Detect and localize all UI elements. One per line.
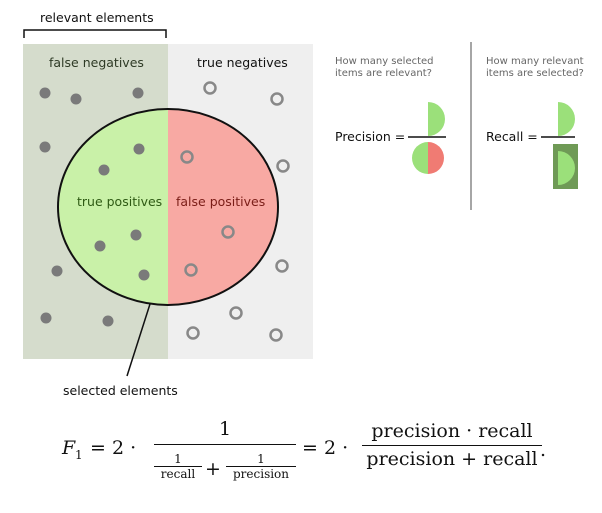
precision-denominator-right [428, 142, 444, 174]
f1-numerator-one: 1 [218, 418, 232, 440]
pr-fraction: precision · recall precision + recall [362, 420, 542, 470]
f1-equals-two: = 2 · [90, 437, 137, 459]
selected-pointer-line [126, 303, 151, 377]
true-negatives-label: true negatives [197, 55, 288, 70]
dot [130, 229, 142, 241]
pr-denominator: precision + recall [366, 448, 538, 470]
ring [186, 326, 200, 340]
pr-numerator: precision · recall [371, 420, 533, 442]
true-positives-label: true positives [77, 194, 163, 209]
dot [94, 240, 106, 252]
ring [276, 159, 290, 173]
recall-denominator-halfdisc [558, 151, 575, 185]
recall-question: How many relevant items are selected? [486, 56, 584, 79]
f1-fraction-bar [154, 444, 296, 445]
f1-harmonic-fraction: 1 [154, 418, 296, 445]
selected-elements-label: selected elements [63, 383, 178, 398]
ring [270, 92, 284, 106]
selected-ellipse-left [58, 109, 168, 305]
selected-ellipse-right [168, 109, 278, 305]
dot [70, 93, 82, 105]
dot [102, 315, 114, 327]
dot [39, 87, 51, 99]
dot [51, 265, 63, 277]
dot [133, 143, 145, 155]
ring [229, 306, 243, 320]
pr-fraction-bar [362, 445, 542, 446]
ring [203, 81, 217, 95]
false-negatives-label: false negatives [49, 55, 144, 70]
inverse-precision-denominator: precision [232, 467, 290, 481]
f1-formula: F 1 = 2 · 1 1 recall + 1 precision = 2 ·… [62, 412, 562, 502]
inverse-recall-denominator: recall [160, 467, 196, 481]
precision-numerator-halfdisc [428, 102, 445, 136]
precision-denominator-left [412, 142, 428, 174]
precision-question: How many selected items are relevant? [335, 56, 434, 79]
ring [269, 328, 283, 342]
f1-subscript: 1 [75, 448, 83, 462]
f1-symbol: F [62, 437, 76, 459]
ring [180, 150, 194, 164]
inverse-recall-bar [154, 466, 202, 467]
recall-numerator-halfdisc [558, 102, 575, 136]
recall-label: Recall = [486, 129, 538, 144]
inverse-precision-bar [226, 466, 296, 467]
inverse-precision-fraction: 1 precision [226, 452, 296, 481]
dot [39, 141, 51, 153]
ring [184, 263, 198, 277]
dot [98, 164, 110, 176]
dot [132, 87, 144, 99]
plus-sign: + [205, 458, 221, 480]
relevant-dots [39, 87, 150, 327]
irrelevant-rings [180, 81, 290, 342]
inverse-precision-numerator: 1 [257, 452, 265, 466]
dot [138, 269, 150, 281]
selected-ellipse-outline [57, 108, 279, 306]
formula-period: . [540, 439, 547, 461]
ring [221, 225, 235, 239]
false-positives-label: false positives [176, 194, 266, 209]
dot [40, 312, 52, 324]
ring [275, 259, 289, 273]
inverse-recall-fraction: 1 recall [154, 452, 202, 481]
precision-label: Precision = [335, 129, 406, 144]
inverse-recall-numerator: 1 [174, 452, 182, 466]
relevant-elements-label: relevant elements [40, 10, 154, 25]
f1-equals-two-second: = 2 · [302, 437, 349, 459]
